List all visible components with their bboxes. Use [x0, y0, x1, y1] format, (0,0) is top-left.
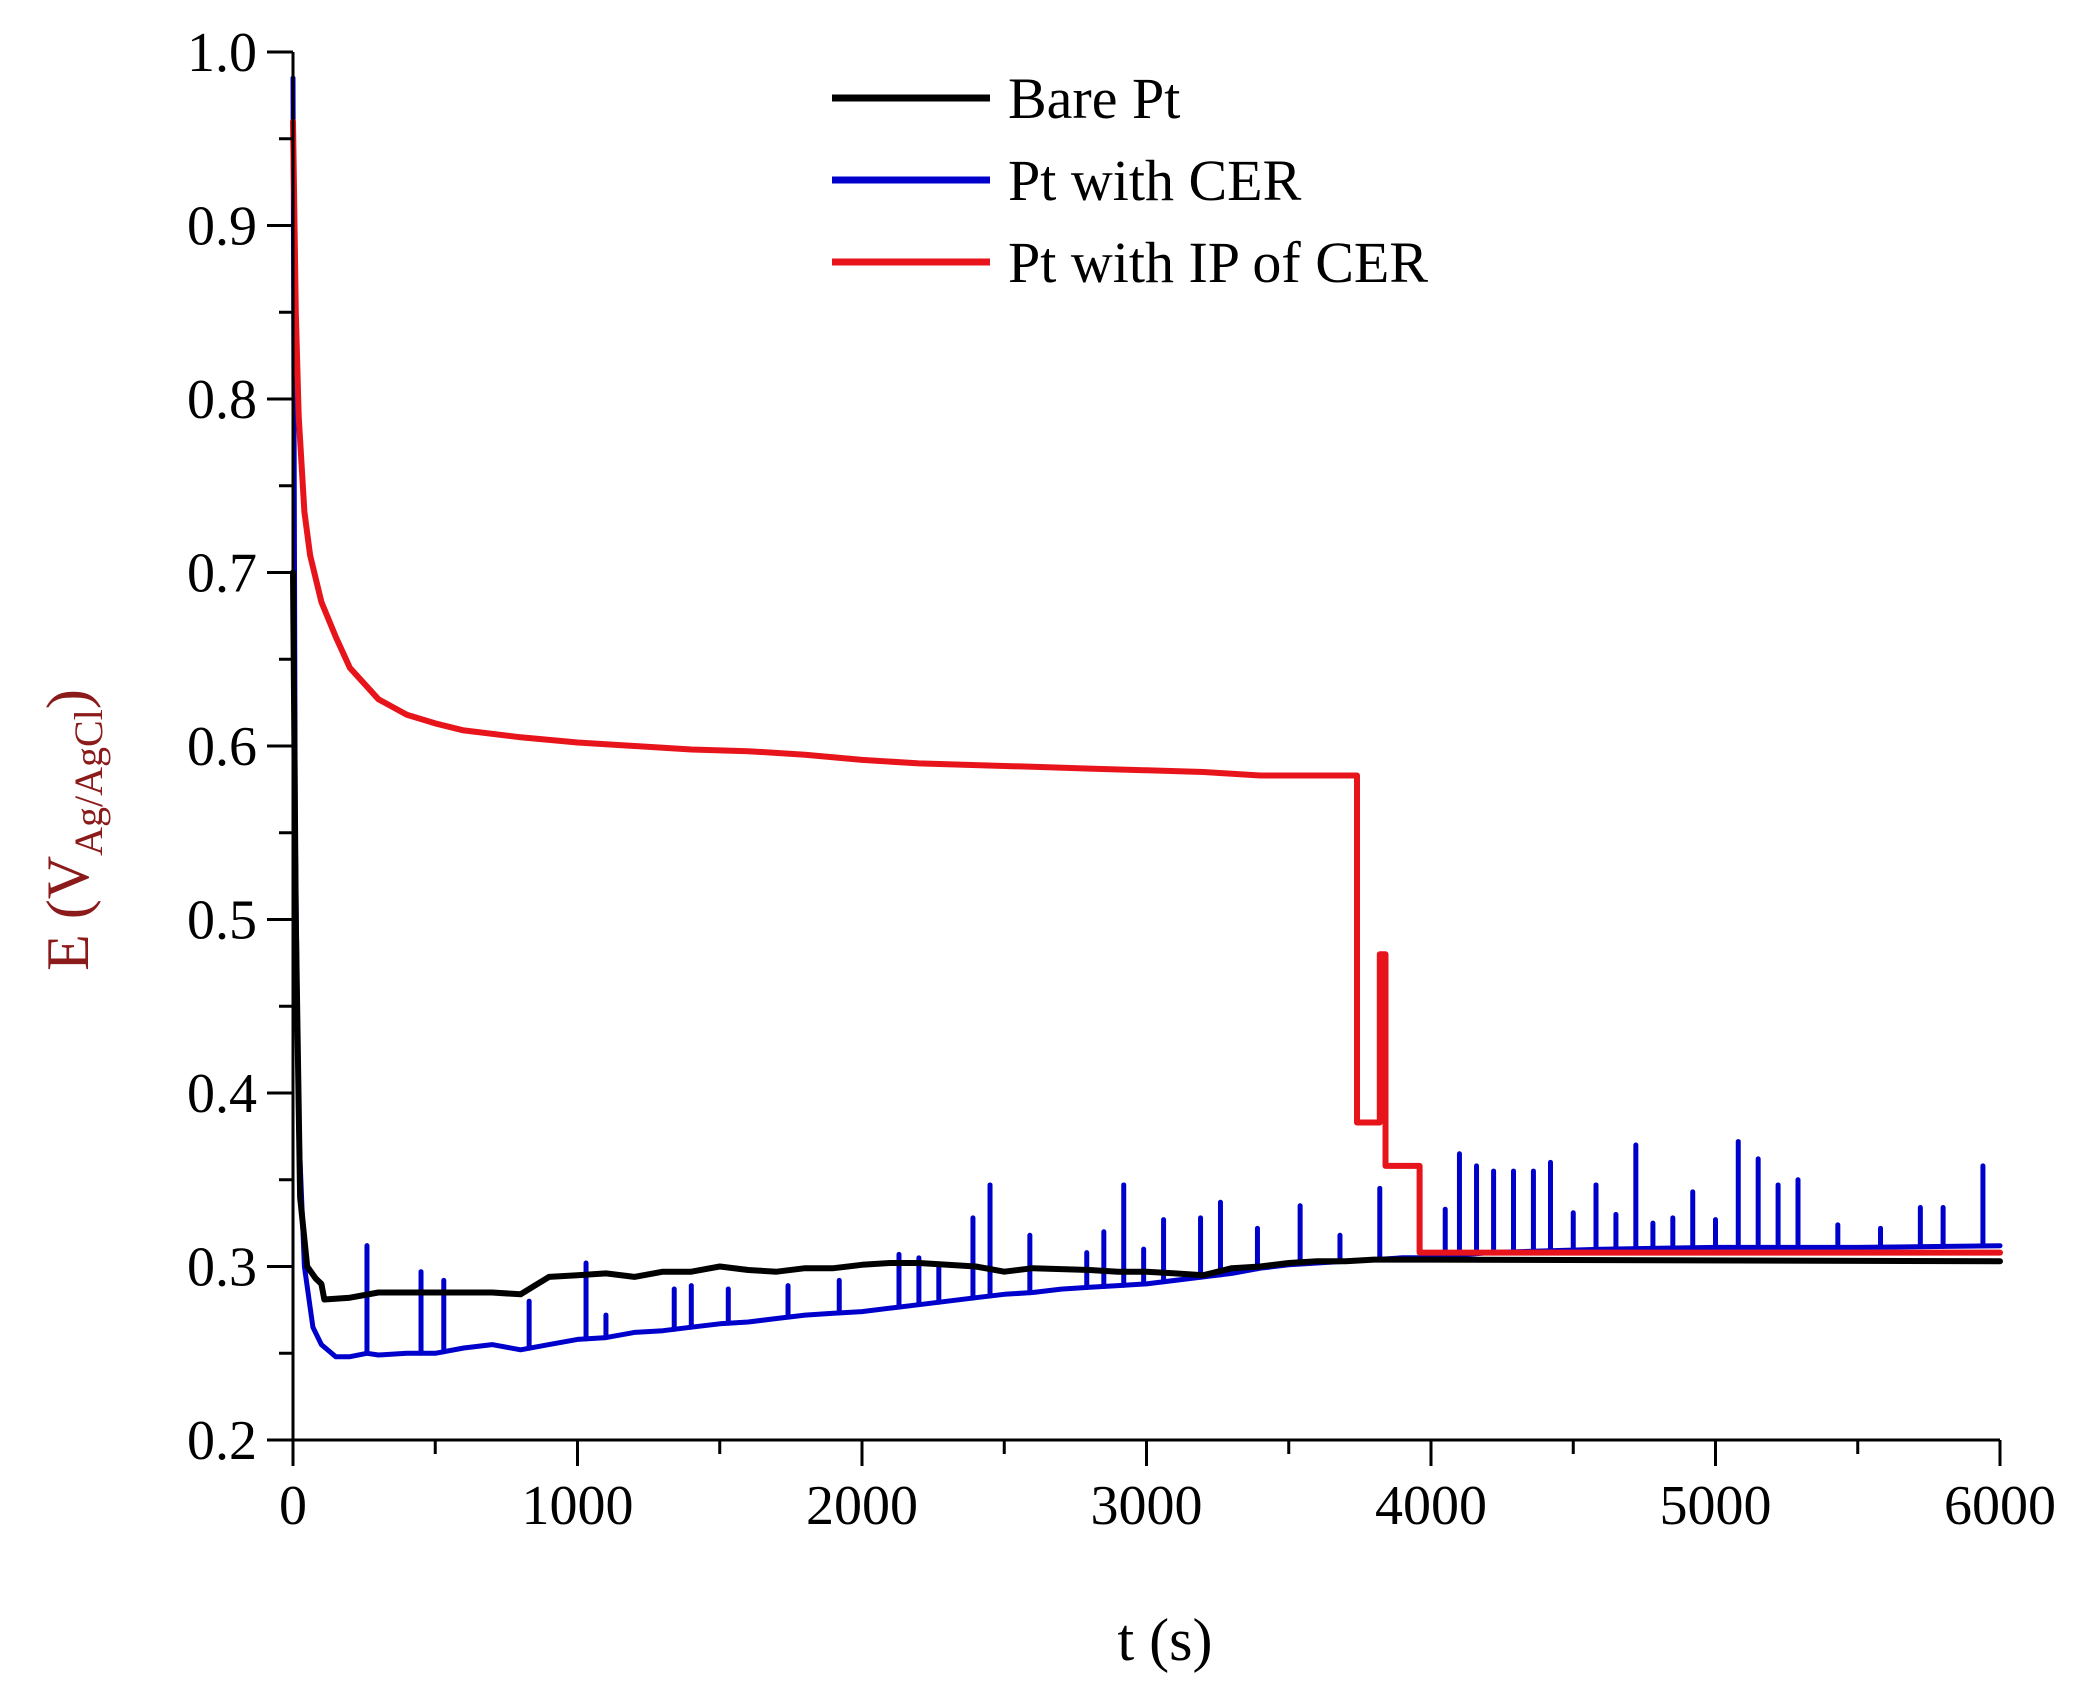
y-tick-label: 0.2 — [187, 1410, 257, 1472]
x-tick-label: 4000 — [1375, 1475, 1487, 1537]
y-tick-label: 0.8 — [187, 369, 257, 431]
y-axis-title-main: E (V — [35, 856, 101, 971]
x-tick-label: 1000 — [522, 1475, 634, 1537]
y-axis-title: E (VAg/AgCl) — [35, 689, 111, 971]
x-tick-label: 2000 — [806, 1475, 918, 1537]
legend-label: Pt with CER — [1008, 148, 1302, 213]
legend-label: Bare Pt — [1008, 66, 1180, 131]
series-bare-pt — [290, 569, 2003, 1303]
x-axis-title: t (s) — [1118, 1607, 1213, 1673]
legend-item: Bare Pt — [832, 66, 1180, 131]
x-tick-label: 3000 — [1091, 1475, 1203, 1537]
legend-item: Pt with IP of CER — [832, 230, 1428, 295]
series-line — [290, 118, 2003, 1256]
x-tick-label: 5000 — [1660, 1475, 1772, 1537]
y-tick-label: 1.0 — [187, 22, 257, 84]
legend-item: Pt with CER — [832, 148, 1302, 213]
y-tick-label: 0.3 — [187, 1237, 257, 1299]
x-tick-label: 6000 — [1944, 1475, 2056, 1537]
y-tick-label: 0.6 — [187, 716, 257, 778]
y-tick-label: 0.5 — [187, 890, 257, 952]
series-pt-with-ip-of-cer — [290, 118, 2003, 1256]
y-tick-label: 0.4 — [187, 1063, 257, 1125]
series-line — [290, 569, 2003, 1303]
y-axis-title-subscript: Ag/AgCl — [66, 709, 111, 856]
y-axis-ticks: 0.2 0.3 0.4 0.5 0.6 0.7 0.8 0.9 1.0 — [187, 22, 293, 1472]
x-tick-label: 0 — [279, 1475, 307, 1537]
y-tick-label: 0.7 — [187, 543, 257, 605]
plot-area: 0.2 0.3 0.4 0.5 0.6 0.7 0.8 0.9 1.0 0 1000 2000 300… — [187, 22, 2056, 1537]
x-axis-ticks: 0 1000 2000 3000 4000 5000 6000 — [279, 1440, 2056, 1537]
legend: Bare Pt Pt with CER Pt with IP of CER — [832, 66, 1428, 295]
series-layer — [290, 75, 2003, 1360]
y-axis-title-close: ) — [35, 689, 101, 709]
y-tick-label: 0.9 — [187, 196, 257, 258]
legend-label: Pt with IP of CER — [1008, 230, 1428, 295]
